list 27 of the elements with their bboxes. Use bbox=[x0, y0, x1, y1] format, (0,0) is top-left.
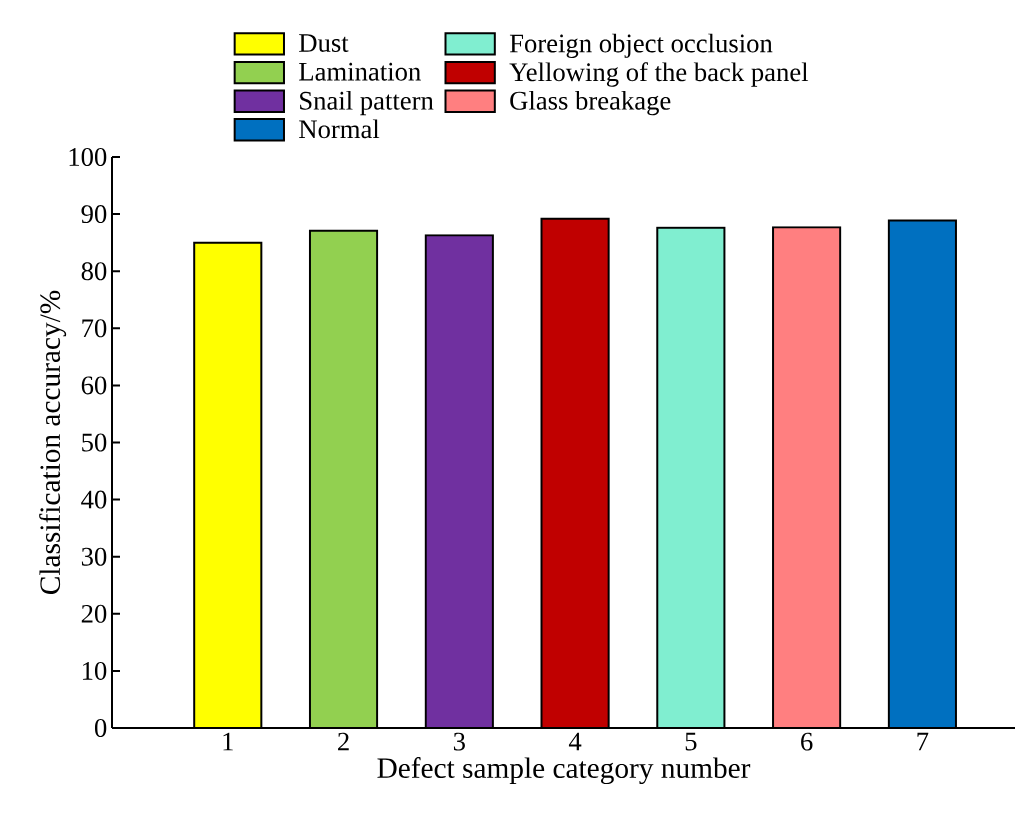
y-tick-label: 40 bbox=[81, 490, 107, 509]
legend-label: Dust bbox=[299, 34, 349, 52]
x-tick-label: 5 bbox=[685, 732, 697, 751]
x-axis-title: Defect sample category number bbox=[377, 757, 751, 785]
y-tick-label: 70 bbox=[82, 319, 107, 338]
y-tick-label: 80 bbox=[81, 262, 107, 281]
y-tick-label: 50 bbox=[82, 433, 107, 452]
y-tick-label: 60 bbox=[81, 376, 107, 395]
legend-label: Snail pattern bbox=[300, 90, 434, 116]
y-tick-label: 100 bbox=[69, 148, 107, 166]
x-tick-label: 6 bbox=[801, 732, 813, 751]
y-tick-label: 90 bbox=[81, 205, 107, 224]
legend-label: Foreign object occlusion bbox=[509, 33, 773, 58]
legend-label: Lamination bbox=[299, 62, 421, 81]
x-tick-label: 2 bbox=[338, 732, 349, 751]
y-tick-label: 10 bbox=[82, 661, 107, 680]
y-tick-label: 0 bbox=[94, 719, 107, 737]
x-tick-label: 1 bbox=[223, 732, 233, 751]
legend-label: Normal bbox=[299, 119, 380, 139]
x-tick-label: 3 bbox=[453, 732, 465, 751]
y-tick-label: 20 bbox=[81, 604, 107, 623]
y-tick-label: 30 bbox=[81, 547, 107, 566]
y-axis-title: Classification accuracy/% bbox=[39, 290, 67, 594]
legend-label: Glass breakage bbox=[510, 90, 671, 116]
x-tick-label: 7 bbox=[917, 732, 929, 751]
legend-label: Yellowing of the back panel bbox=[509, 62, 809, 87]
x-tick-label: 4 bbox=[568, 732, 582, 751]
